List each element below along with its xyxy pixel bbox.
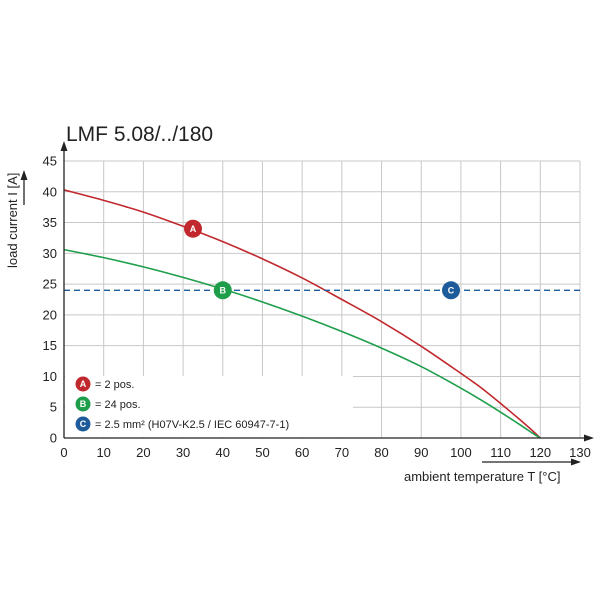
marker-circle bbox=[213, 281, 232, 300]
series-line-a bbox=[63, 189, 541, 439]
y-tick-label: 20 bbox=[43, 307, 57, 322]
x-tick-label: 20 bbox=[136, 445, 150, 460]
x-tick-label: 10 bbox=[96, 445, 110, 460]
x-tick-label: 110 bbox=[490, 445, 511, 460]
x-tick-label: 50 bbox=[255, 445, 269, 460]
x-tick-label: 90 bbox=[414, 445, 428, 460]
x-tick-label: 120 bbox=[529, 445, 551, 460]
x-tick-label: 100 bbox=[450, 445, 472, 460]
y-tick-label: 10 bbox=[43, 369, 57, 384]
axes bbox=[20, 141, 594, 466]
x-tick-label: 70 bbox=[335, 445, 349, 460]
marker-circle bbox=[442, 281, 460, 300]
series-layer bbox=[63, 189, 580, 439]
x-axis-arrow bbox=[584, 434, 594, 442]
y-label-arrow-head bbox=[20, 170, 28, 180]
marker-letter: C bbox=[448, 286, 455, 296]
marker-letter: B bbox=[220, 286, 227, 296]
legend-box bbox=[65, 376, 353, 437]
legend-background bbox=[65, 376, 353, 437]
y-axis-label: load current I [A] bbox=[5, 173, 20, 268]
legend-entry-c: C = 2.5 mm² (H07V-K2.5 / IEC 60947-7-1) bbox=[75, 416, 289, 432]
series-line-b bbox=[63, 248, 541, 439]
x-tick-label: 80 bbox=[374, 445, 388, 460]
y-tick-label: 0 bbox=[50, 431, 57, 446]
legend-circle bbox=[75, 396, 91, 412]
x-axis-label: ambient temperature T [°C] bbox=[404, 469, 560, 484]
markers-layer: A B C bbox=[184, 219, 460, 300]
legend-circle bbox=[75, 416, 91, 432]
legend-circle bbox=[75, 376, 91, 392]
x-tick-label: 30 bbox=[176, 445, 190, 460]
x-tick-label: 60 bbox=[295, 445, 309, 460]
legend-text: = 2 pos. bbox=[95, 379, 134, 391]
x-tick-label: 130 bbox=[569, 445, 591, 460]
y-tick-label: 35 bbox=[43, 215, 57, 230]
legend: A = 2 pos. B = 24 pos. C = 2.5 mm² (H07V-K2.5… bbox=[75, 376, 289, 432]
legend-entry-b: B = 24 pos. bbox=[75, 396, 141, 412]
legend-text: = 2.5 mm² (H07V-K2.5 / IEC 60947-7-1) bbox=[95, 419, 289, 431]
marker-circle bbox=[184, 219, 202, 238]
y-tick-label: 45 bbox=[43, 154, 57, 169]
legend-letter: A bbox=[80, 379, 87, 389]
marker-letter: A bbox=[190, 224, 197, 234]
y-tick-label: 40 bbox=[43, 184, 57, 199]
chart-title: LMF 5.08/../180 bbox=[66, 123, 213, 146]
legend-letter: C bbox=[80, 419, 87, 429]
curve-marker-c: C bbox=[442, 281, 460, 300]
legend-entry-a: A = 2 pos. bbox=[75, 376, 134, 392]
legend-letter: B bbox=[80, 399, 87, 409]
y-tick-label: 15 bbox=[43, 338, 57, 353]
y-axis-arrow bbox=[60, 141, 68, 151]
legend-text: = 24 pos. bbox=[95, 399, 141, 411]
x-label-arrow-head bbox=[571, 458, 581, 466]
y-tick-label: 30 bbox=[43, 246, 57, 261]
curve-marker-b: B bbox=[213, 281, 232, 300]
tick-labels: 0 10 20 30 40 50 60 70 80 90 100 110 120 130 0 5 10 15 20 2… bbox=[43, 154, 591, 461]
x-tick-label: 40 bbox=[216, 445, 230, 460]
curve-marker-a: A bbox=[184, 219, 202, 238]
y-tick-label: 5 bbox=[50, 400, 57, 415]
x-tick-label: 0 bbox=[60, 445, 67, 460]
y-tick-label: 25 bbox=[43, 277, 57, 292]
